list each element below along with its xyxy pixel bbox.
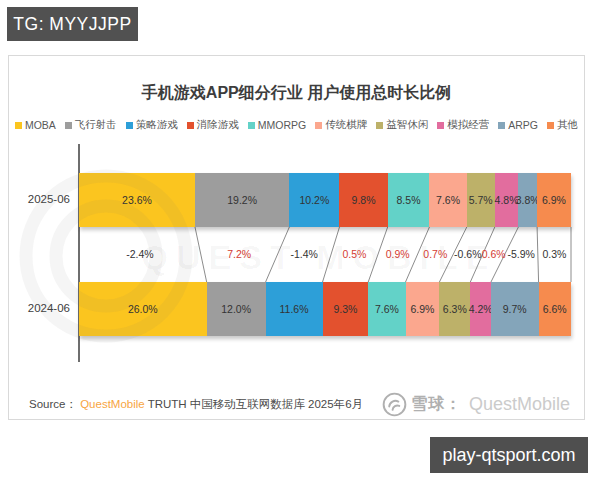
bar-segment: 19.2%	[195, 173, 289, 227]
bar-segment: 9.3%	[323, 282, 369, 336]
row-label: 2024-06	[9, 302, 70, 314]
bar-segment: 26.0%	[79, 282, 207, 336]
row-label: 2025-06	[9, 193, 70, 205]
questmobile-label: QuestMobile	[469, 394, 570, 415]
footer-brand: 雪球： QuestMobile	[382, 392, 570, 417]
bar-segment: 3.8%	[518, 173, 537, 227]
change-label: 0.5%	[343, 248, 367, 260]
source-note: Source： QuestMobile TRUTH 中国移动互联网数据库 202…	[29, 397, 363, 412]
bar-segment: 11.6%	[266, 282, 323, 336]
bar-segment: 5.7%	[467, 173, 495, 227]
change-label: -0.6%	[454, 248, 481, 260]
bar-segment: 4.2%	[470, 282, 491, 336]
bar-segment: 7.6%	[429, 173, 466, 227]
change-label: 7.2%	[227, 248, 251, 260]
bar-segment: 10.2%	[289, 173, 339, 227]
bar-segment: 6.9%	[406, 282, 440, 336]
source-prefix: Source：	[29, 398, 77, 410]
change-label: 0.9%	[386, 248, 410, 260]
site-watermark: play-qtsport.com	[430, 437, 588, 473]
stacked-bar-2024-06: 26.0%12.0%11.6%9.3%7.6%6.9%6.3%4.2%9.7%6…	[79, 282, 571, 336]
chart-card: QUEST MOBILE 手机游戏APP细分行业 用户使用总时长比例 MOBA飞…	[8, 55, 585, 420]
bar-segment: 23.6%	[79, 173, 195, 227]
bar-segment: 6.6%	[539, 282, 571, 336]
xueqiu-label: 雪球：	[411, 394, 462, 415]
change-label: 0.6%	[482, 248, 506, 260]
bar-segment: 8.5%	[388, 173, 430, 227]
change-label: -2.4%	[126, 248, 153, 260]
change-label: -5.9%	[508, 248, 535, 260]
bar-segment: 9.8%	[339, 173, 387, 227]
xueqiu-logo-icon	[382, 392, 407, 417]
bar-segment: 6.9%	[537, 173, 571, 227]
bar-segment: 6.3%	[439, 282, 470, 336]
source-rest: TRUTH 中国移动互联网数据库 2025年6月	[148, 398, 363, 410]
change-label: -1.4%	[291, 248, 318, 260]
bar-segment: 12.0%	[207, 282, 266, 336]
chart-area: 23.6%19.2%10.2%9.8%8.5%7.6%5.7%4.8%3.8%6…	[9, 56, 584, 419]
change-label: 0.7%	[423, 248, 447, 260]
connector-lines	[9, 56, 586, 421]
change-label: 0.3%	[542, 248, 566, 260]
bar-segment: 9.7%	[491, 282, 539, 336]
tg-badge: TG: MYYJJPP	[7, 7, 138, 41]
source-brand: QuestMobile	[80, 398, 145, 410]
bar-segment: 7.6%	[368, 282, 405, 336]
stacked-bar-2025-06: 23.6%19.2%10.2%9.8%8.5%7.6%5.7%4.8%3.8%6…	[79, 173, 571, 227]
